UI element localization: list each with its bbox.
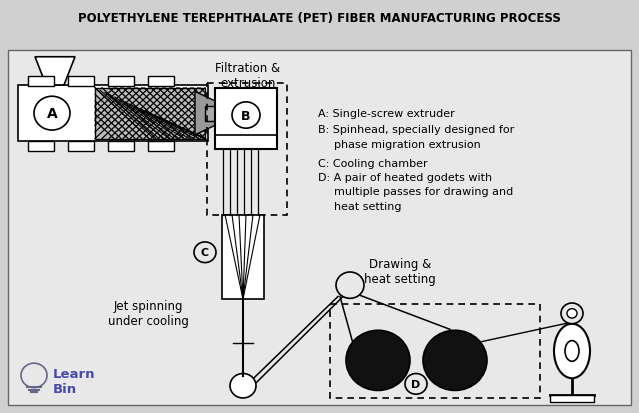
- Text: heat setting: heat setting: [334, 201, 401, 211]
- Text: phase migration extrusion: phase migration extrusion: [334, 139, 481, 149]
- Text: C: Cooling chamber: C: Cooling chamber: [318, 159, 427, 169]
- Bar: [95, 88, 205, 139]
- Bar: [550, 395, 594, 402]
- Text: Filtration &
extrusion: Filtration & extrusion: [215, 62, 281, 90]
- Text: Bin: Bin: [53, 382, 77, 395]
- Ellipse shape: [554, 324, 590, 378]
- Circle shape: [21, 363, 47, 388]
- Circle shape: [232, 102, 260, 129]
- Bar: [148, 77, 174, 87]
- Text: D: D: [412, 379, 420, 389]
- Circle shape: [34, 97, 70, 131]
- Bar: [18, 86, 208, 142]
- Bar: [68, 77, 94, 87]
- Bar: [28, 77, 54, 87]
- Circle shape: [567, 309, 577, 318]
- Circle shape: [405, 374, 427, 394]
- Circle shape: [423, 330, 487, 391]
- Polygon shape: [35, 57, 75, 86]
- Text: Jet spinning
under cooling: Jet spinning under cooling: [107, 300, 189, 328]
- Text: C: C: [201, 248, 209, 258]
- Bar: [108, 77, 134, 87]
- Bar: [215, 88, 277, 150]
- Circle shape: [346, 330, 410, 391]
- Text: B: B: [242, 109, 250, 122]
- Bar: [108, 142, 134, 152]
- Text: B: Spinhead, specially designed for: B: Spinhead, specially designed for: [318, 125, 514, 135]
- Text: Learn: Learn: [53, 367, 95, 380]
- Bar: [68, 142, 94, 152]
- Bar: [205, 107, 217, 121]
- Text: A: Single-screw extruder: A: Single-screw extruder: [318, 109, 455, 119]
- Bar: [222, 215, 264, 299]
- Circle shape: [230, 374, 256, 398]
- Text: Drawing &
heat setting: Drawing & heat setting: [364, 258, 436, 285]
- Bar: [207, 84, 287, 215]
- Polygon shape: [195, 92, 215, 135]
- Circle shape: [336, 272, 364, 299]
- Ellipse shape: [565, 341, 579, 361]
- Circle shape: [194, 242, 216, 263]
- Circle shape: [561, 303, 583, 324]
- Bar: [148, 142, 174, 152]
- Text: multiple passes for drawing and: multiple passes for drawing and: [334, 187, 513, 197]
- Bar: [330, 304, 540, 398]
- Text: D: A pair of heated godets with: D: A pair of heated godets with: [318, 173, 492, 183]
- Text: A: A: [47, 107, 58, 121]
- Text: POLYETHYLENE TEREPHTHALATE (PET) FIBER MANUFACTURING PROCESS: POLYETHYLENE TEREPHTHALATE (PET) FIBER M…: [78, 12, 561, 25]
- Bar: [28, 142, 54, 152]
